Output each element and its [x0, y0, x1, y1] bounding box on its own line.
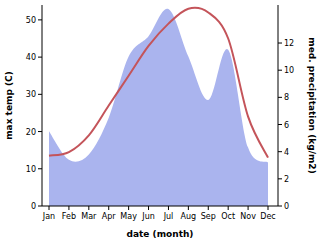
x-tick-label: Dec — [260, 212, 275, 221]
x-axis-line — [42, 206, 278, 207]
x-tick-label: Jan — [42, 212, 55, 221]
x-tick-label: Nov — [240, 212, 256, 221]
x-tick — [268, 206, 269, 210]
x-tick — [108, 206, 109, 210]
y-tick-label: 50 — [26, 16, 36, 25]
precipitation-area — [49, 9, 268, 206]
x-tick — [168, 206, 169, 210]
y-tick-label: 30 — [26, 90, 36, 99]
y2-tick — [278, 178, 282, 179]
y-axis-line — [42, 5, 43, 206]
x-tick — [148, 206, 149, 210]
plot-area — [49, 8, 268, 206]
y-tick — [38, 206, 42, 207]
y2-tick-label: 6 — [284, 121, 289, 130]
y-tick-label: 40 — [26, 53, 36, 62]
y2-tick — [278, 124, 282, 125]
x-tick — [49, 206, 50, 210]
temperature-line — [49, 8, 268, 158]
y-tick-label: 20 — [26, 128, 36, 137]
x-tick-label: Mar — [81, 212, 97, 221]
y2-tick — [278, 97, 282, 98]
y-tick-label: 0 — [31, 202, 36, 211]
x-tick-label: Oct — [221, 212, 235, 221]
x-tick — [228, 206, 229, 210]
x-tick — [188, 206, 189, 210]
x-axis-label: date (month) — [127, 229, 194, 239]
x-tick-label: Jul — [163, 212, 174, 221]
y2-tick-label: 8 — [284, 93, 289, 102]
y-tick — [38, 131, 42, 132]
y2-tick-label: 4 — [284, 148, 289, 157]
y-tick — [38, 168, 42, 169]
x-tick-label: Jun — [141, 212, 155, 221]
x-tick-label: Feb — [62, 212, 76, 221]
x-tick-label: Aug — [181, 212, 197, 221]
x-tick — [128, 206, 129, 210]
y2-tick — [278, 206, 282, 207]
x-tick — [208, 206, 209, 210]
x-tick-label: Sep — [201, 212, 216, 221]
y-tick — [38, 57, 42, 58]
y-tick — [38, 19, 42, 20]
y2-tick — [278, 70, 282, 71]
y2-axis-label: med. precipitation (kg/m2) — [307, 37, 317, 173]
y2-axis-line — [278, 5, 279, 206]
x-tick — [88, 206, 89, 210]
y-tick-label: 10 — [26, 165, 36, 174]
x-tick-label: Apr — [102, 212, 117, 221]
chart: 0 10 20 30 40 50 0 2 4 6 8 10 12 Jan Feb Mar AprMay Jun Ju… — [0, 0, 318, 243]
y-tick — [38, 94, 42, 95]
y2-tick-label: 0 — [284, 202, 289, 211]
y2-tick — [278, 151, 282, 152]
y-axis-label: max temp (C) — [4, 71, 14, 140]
y2-tick-label: 2 — [284, 175, 289, 184]
x-tick-label: May — [120, 212, 137, 221]
y2-tick — [278, 43, 282, 44]
y2-tick-label: 10 — [284, 66, 294, 75]
x-tick — [248, 206, 249, 210]
x-tick — [68, 206, 69, 210]
y2-tick-label: 12 — [284, 39, 294, 48]
